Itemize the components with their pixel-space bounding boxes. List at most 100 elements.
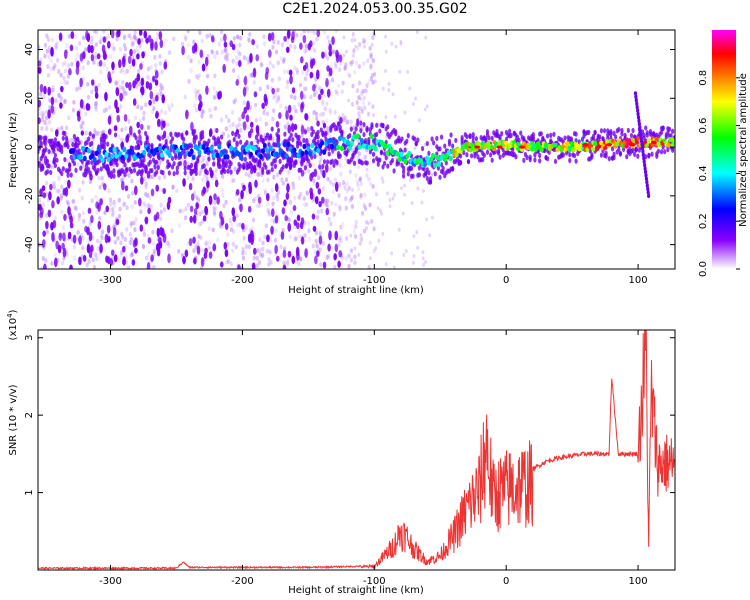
- spectrogram-cell: [68, 162, 72, 168]
- spectrogram-cell: [295, 32, 299, 38]
- spectrogram-cell: [274, 244, 278, 254]
- spectrogram-cell: [121, 234, 125, 240]
- spectrogram-cell: [223, 33, 227, 42]
- spectrogram-cell: [193, 88, 197, 93]
- spectrogram-cell: [100, 235, 104, 241]
- spectrogram-cell: [201, 144, 206, 150]
- spectrogram-cell: [631, 147, 635, 153]
- spectrogram-cell: [235, 61, 239, 66]
- spectrogram-cell: [281, 58, 286, 64]
- spectrogram-x-label: Height of straight line (km): [288, 285, 424, 296]
- spectrogram-cell: [115, 36, 119, 42]
- spectrogram-cell: [136, 104, 140, 110]
- spectrogram-cell: [317, 93, 322, 101]
- spectrogram-cell: [246, 124, 250, 130]
- spectrogram-cell: [221, 192, 225, 198]
- spectrogram-cell: [86, 94, 91, 100]
- spectrogram-cell: [115, 81, 119, 86]
- spectrogram-cell: [416, 137, 420, 143]
- spectrogram-cell: [189, 205, 194, 213]
- spectrogram-cell: [369, 65, 373, 70]
- spectrogram-cell: [363, 44, 366, 49]
- spectrogram-cell: [156, 31, 160, 37]
- spectrogram-cell: [291, 181, 295, 187]
- spectrogram-cell: [86, 243, 91, 254]
- spectrogram-cell: [229, 221, 233, 227]
- spectrogram-cell: [93, 128, 97, 133]
- spectrogram-cell: [288, 43, 293, 49]
- spectrogram-cell: [285, 46, 290, 53]
- spectrogram-cell: [166, 135, 170, 141]
- spectrogram-cell: [119, 69, 123, 74]
- spectrogram-cell: [351, 83, 355, 89]
- spectrogram-cell: [325, 77, 329, 88]
- spectrogram-cell: [358, 115, 361, 120]
- spectrogram-cell: [161, 170, 165, 176]
- spectrogram-cell: [125, 205, 129, 211]
- spectrogram-cell: [504, 140, 509, 146]
- spectrogram-cell: [239, 154, 244, 161]
- spectrogram-cell: [98, 59, 103, 67]
- spectrogram-cell: [345, 120, 349, 126]
- spectrogram-cell: [219, 224, 223, 230]
- spectrogram-cell: [221, 149, 226, 155]
- spectrogram-cell: [646, 186, 650, 192]
- spectrogram-cell: [370, 218, 374, 224]
- spectrogram-cell: [130, 252, 135, 257]
- spectrogram-cell: [422, 262, 426, 267]
- spectrogram-cell: [255, 54, 260, 62]
- spectrogram-cell: [94, 104, 98, 109]
- spectrogram-cell: [597, 144, 602, 149]
- spectrogram-cell: [646, 190, 650, 195]
- spectrogram-cell: [574, 131, 578, 137]
- spectrogram-cell: [311, 162, 315, 168]
- spectrogram-cell: [80, 158, 84, 165]
- spectrogram-cell: [365, 173, 369, 178]
- spectrogram-cell: [425, 104, 429, 109]
- spectrogram-cell: [306, 145, 311, 152]
- spectrogram-cell: [247, 244, 251, 250]
- spectrogram-cell: [283, 260, 287, 266]
- spectrogram-cell: [273, 157, 277, 164]
- spectrogram-cell: [231, 110, 235, 115]
- spectrogram-cell: [155, 159, 159, 165]
- spectrogram-cell: [284, 105, 288, 111]
- spectrogram-cell: [72, 99, 76, 105]
- spectrogram-cell: [205, 142, 209, 148]
- spectrogram-cell: [354, 44, 358, 49]
- spectrogram-cell: [285, 84, 289, 90]
- spectrogram-cell: [72, 255, 77, 261]
- spectrogram-cell: [102, 108, 106, 114]
- spectrogram-cell: [394, 131, 398, 137]
- spectrogram-cell: [166, 122, 170, 128]
- spectrogram-cell: [210, 171, 214, 177]
- spectrogram-cell: [158, 160, 162, 166]
- spectrogram-cell: [106, 156, 111, 163]
- spectrogram-cell: [401, 211, 405, 216]
- spectrogram-cell: [418, 118, 421, 123]
- spectrogram-cell: [89, 39, 94, 45]
- spectrogram-cell: [232, 137, 236, 143]
- spectrogram-cell: [343, 186, 347, 191]
- spectrogram-cell: [131, 259, 136, 266]
- spectrogram-cell: [98, 215, 102, 221]
- spectrogram-cell: [350, 59, 355, 65]
- spectrogram-cell: [312, 110, 316, 115]
- spectrogram-cell: [293, 123, 298, 131]
- spectrogram-cell: [252, 247, 257, 255]
- spectrogram-cell: [219, 37, 224, 42]
- spectrogram-cell: [52, 184, 57, 190]
- spectrogram-cell: [105, 205, 110, 213]
- spectrogram-cell: [232, 68, 236, 73]
- spectrogram-cell: [466, 158, 471, 165]
- spectrogram-cell: [187, 42, 191, 48]
- spectrogram-cell: [293, 236, 297, 242]
- spectrogram-cell: [339, 224, 343, 230]
- spectrogram-cell: [69, 222, 74, 229]
- spectrogram-cell: [231, 207, 236, 217]
- spectrogram-cell: [212, 161, 216, 167]
- spectrogram-cell: [253, 91, 258, 98]
- spectrogram-cell: [58, 93, 62, 99]
- spectrogram-cell: [274, 151, 279, 158]
- spectrogram-cell: [301, 30, 306, 35]
